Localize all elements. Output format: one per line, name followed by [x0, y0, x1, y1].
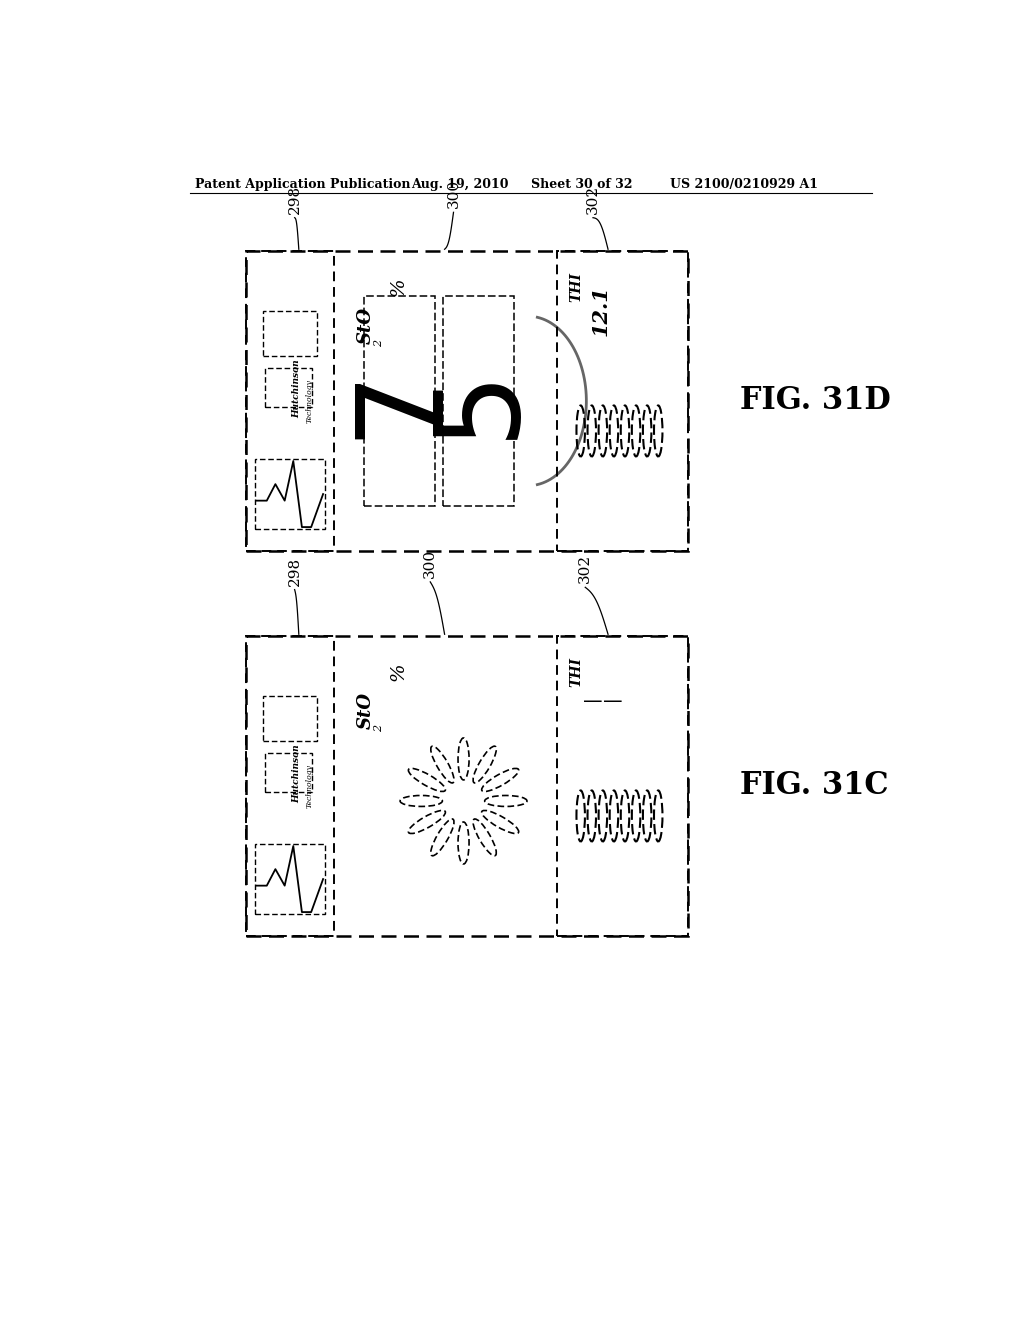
Bar — [262, 312, 317, 356]
Bar — [246, 251, 687, 552]
Text: StO: StO — [356, 693, 375, 730]
Text: 300: 300 — [423, 549, 437, 578]
Bar — [265, 752, 312, 792]
Text: FIG. 31D: FIG. 31D — [740, 385, 891, 416]
Text: 298: 298 — [288, 557, 302, 586]
Text: THI: THI — [569, 272, 584, 302]
Text: THI: THI — [569, 657, 584, 686]
Text: US 2100/0210929 A1: US 2100/0210929 A1 — [671, 178, 818, 190]
Bar — [246, 636, 334, 936]
Text: FIG. 31C: FIG. 31C — [740, 771, 889, 801]
Bar — [265, 368, 312, 407]
Text: 5: 5 — [421, 363, 536, 438]
Text: 300: 300 — [446, 180, 461, 209]
Bar — [246, 251, 334, 552]
Bar — [442, 296, 514, 506]
Text: Technology: Technology — [305, 764, 313, 808]
Bar — [557, 636, 687, 936]
Bar — [262, 696, 317, 741]
Text: —: — — [603, 693, 623, 711]
Text: %: % — [390, 663, 408, 681]
Text: 2: 2 — [374, 341, 384, 347]
Text: Hutchinson: Hutchinson — [293, 744, 301, 804]
Bar — [255, 843, 326, 915]
Bar — [255, 459, 326, 529]
Text: 2: 2 — [374, 725, 384, 733]
Text: Sheet 30 of 32: Sheet 30 of 32 — [531, 178, 633, 190]
Text: 7: 7 — [342, 363, 458, 438]
Text: Technology: Technology — [305, 379, 313, 422]
Text: 298: 298 — [288, 185, 302, 214]
Text: 302: 302 — [579, 554, 592, 583]
Text: 12.1: 12.1 — [590, 285, 610, 337]
Text: —: — — [583, 693, 602, 711]
Bar — [246, 636, 687, 936]
Bar — [557, 251, 687, 552]
Text: %: % — [390, 277, 408, 296]
Text: Hutchinson: Hutchinson — [293, 359, 301, 418]
Text: Patent Application Publication: Patent Application Publication — [196, 178, 411, 190]
Text: 302: 302 — [586, 185, 600, 214]
Bar — [365, 296, 435, 506]
Text: Aug. 19, 2010: Aug. 19, 2010 — [411, 178, 508, 190]
Text: StO: StO — [356, 308, 375, 345]
